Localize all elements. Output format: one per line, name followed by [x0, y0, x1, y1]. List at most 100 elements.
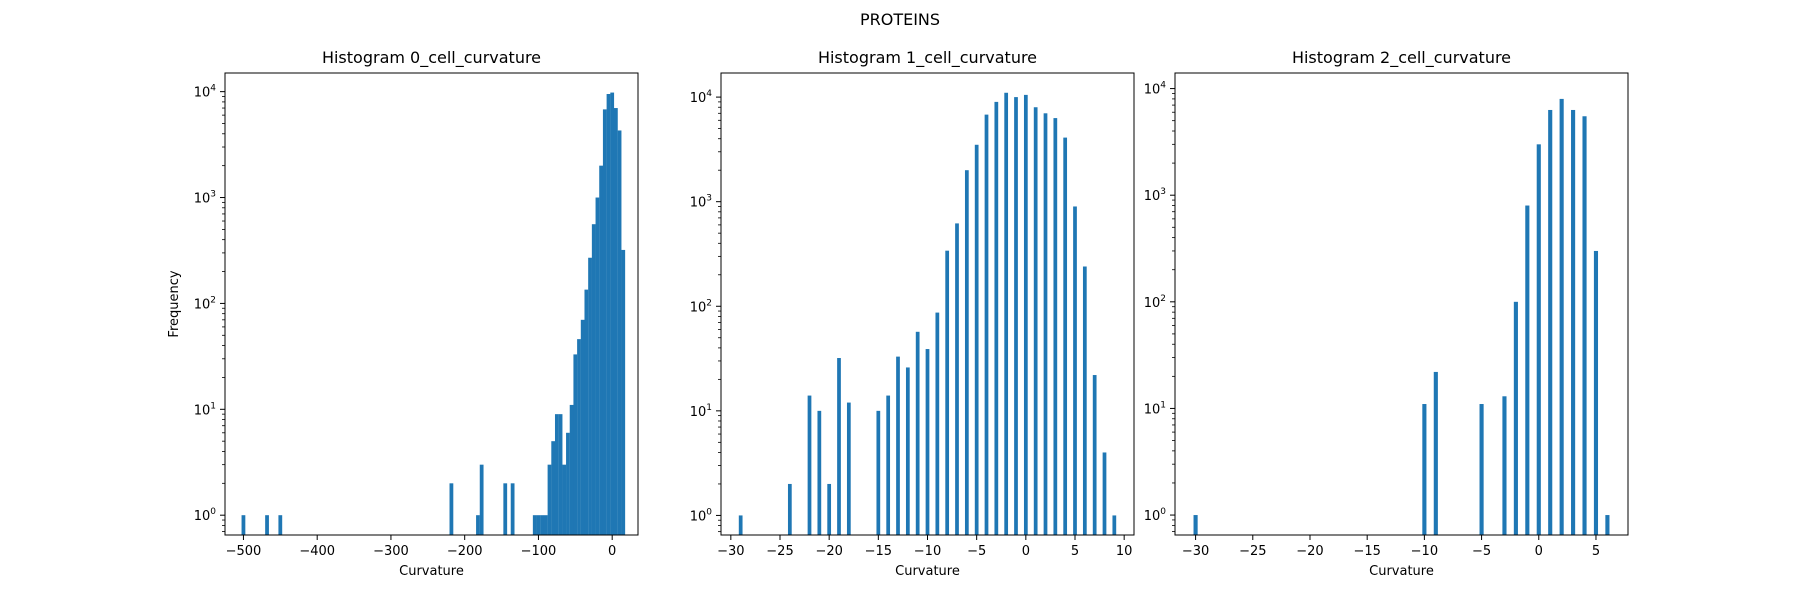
histogram-bar — [591, 224, 596, 535]
histogram-bar — [569, 404, 574, 535]
y-tick-label: 102 — [194, 295, 216, 312]
x-tick-label: 0 — [1022, 544, 1030, 559]
y-tick-label: 100 — [1144, 507, 1167, 524]
x-tick-label: −100 — [521, 544, 557, 559]
x-tick-label: −15 — [865, 544, 892, 559]
x-tick-label: −30 — [1182, 544, 1209, 559]
histogram-bar — [479, 464, 484, 535]
histogram-bar — [595, 197, 600, 535]
histogram-bar — [599, 165, 604, 535]
histogram-bar — [562, 464, 567, 535]
histogram-bar — [787, 483, 792, 535]
histogram-bar — [241, 515, 246, 535]
histogram-bar — [1479, 404, 1484, 535]
histogram-bar — [817, 410, 822, 535]
histogram-bar — [588, 257, 592, 535]
histogram-bar — [1033, 107, 1038, 536]
panel-title: Histogram 1_cell_curvature — [818, 48, 1037, 68]
panel-title: Histogram 2_cell_curvature — [1292, 48, 1511, 68]
histogram-bar — [573, 354, 578, 535]
histogram-panel-1: −30 −25 −20 −15 −10 −5 0 5 10 100 101 102 103 104 Hist… — [690, 48, 1135, 579]
x-axis-label: Curvature — [1369, 564, 1434, 579]
histogram-bar — [846, 402, 851, 535]
y-axis-label: Frequency — [167, 270, 182, 337]
histogram-bar — [827, 483, 832, 535]
plot-frame — [1174, 72, 1629, 536]
histogram-bar — [547, 464, 552, 535]
panel-title: Histogram 0_cell_curvature — [322, 48, 541, 68]
histogram-bar — [584, 289, 589, 535]
x-tick-label: −15 — [1353, 544, 1380, 559]
y-tick-label: 104 — [1144, 81, 1167, 98]
x-tick-label: −25 — [766, 544, 793, 559]
histogram-bar — [510, 483, 515, 535]
x-tick-label: −5 — [1472, 544, 1491, 559]
y-tick-label: 104 — [194, 84, 217, 101]
histogram-bar — [1112, 515, 1117, 535]
histogram-bar — [1605, 515, 1610, 535]
x-tick-label: −5 — [967, 544, 986, 559]
histogram-bar — [610, 92, 615, 535]
histogram-bar — [1525, 205, 1530, 535]
histogram-bar — [566, 432, 570, 535]
histogram-bar — [1082, 266, 1087, 535]
x-tick-label: −25 — [1239, 544, 1266, 559]
x-tick-label: −10 — [1411, 544, 1438, 559]
histogram-bar — [1193, 515, 1198, 535]
histogram-bar — [1073, 206, 1077, 535]
histogram-bar — [1043, 113, 1048, 536]
x-axis-label: Curvature — [895, 564, 960, 579]
histogram-bar — [738, 515, 743, 535]
histogram-bar — [532, 515, 537, 535]
histogram-bar — [1513, 301, 1518, 535]
histogram-bar — [905, 367, 910, 535]
histogram-bar — [613, 108, 618, 536]
x-tick-label: −400 — [299, 544, 335, 559]
histogram-bar — [558, 414, 563, 535]
y-tick-label: 103 — [1144, 187, 1166, 204]
histogram-bar — [278, 515, 283, 535]
histogram-bar — [617, 130, 622, 535]
chart-panels: −500 −400 −300 −200 −100 0100101102103104Hist… — [167, 48, 1629, 579]
histogram-bar — [1014, 97, 1018, 535]
y-tick-label: 101 — [194, 401, 216, 418]
x-tick-label: −20 — [1296, 544, 1323, 559]
histogram-bar — [265, 515, 269, 535]
histogram-bar — [1092, 375, 1097, 535]
x-tick-label: 5 — [1071, 544, 1079, 559]
histogram-bar — [974, 144, 979, 535]
histogram-bar — [1102, 452, 1107, 535]
histogram-panel-2: −30 −25 −20 −15 −10 −5 0 5 100 101 102 103 104 Histog… — [1144, 48, 1629, 579]
histogram-bar — [935, 312, 940, 535]
histogram-bar — [1571, 109, 1576, 535]
histogram-bar — [945, 250, 950, 535]
x-tick-label: −20 — [815, 544, 842, 559]
histogram-bar — [1004, 92, 1009, 536]
histogram-bar — [1063, 137, 1068, 535]
histogram-bar — [1502, 396, 1507, 535]
histogram-bar — [621, 249, 626, 535]
histogram-bar — [876, 410, 881, 535]
histogram-bar — [994, 101, 999, 535]
x-tick-label: 10 — [1116, 544, 1133, 559]
histogram-bar — [1422, 404, 1427, 535]
x-tick-label: −200 — [447, 544, 483, 559]
histogram-bar — [984, 114, 989, 536]
histogram-bar — [807, 395, 812, 535]
histogram-bar — [580, 319, 585, 535]
histogram-bar — [551, 441, 556, 535]
histogram-bar — [543, 515, 548, 535]
histogram-bar — [1023, 94, 1028, 535]
y-tick-label: 102 — [690, 298, 712, 315]
x-axis-label: Curvature — [399, 564, 464, 579]
histogram-bar — [449, 483, 454, 535]
histogram-bar — [955, 223, 959, 535]
y-tick-label: 103 — [690, 194, 712, 211]
histogram-bar — [1536, 144, 1541, 535]
x-tick-label: 0 — [608, 544, 616, 559]
histogram-bar — [837, 358, 841, 535]
y-tick-label: 104 — [690, 89, 713, 106]
histogram-bar — [964, 170, 969, 535]
x-tick-label: −30 — [717, 544, 744, 559]
